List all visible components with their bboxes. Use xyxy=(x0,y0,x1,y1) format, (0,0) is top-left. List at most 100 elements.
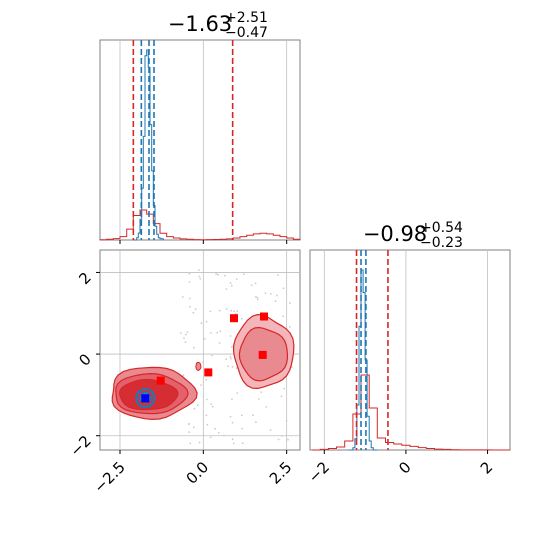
joint-scatter-point xyxy=(188,423,190,426)
right-hist-title-sub: −0.23 xyxy=(420,235,463,251)
joint-frame xyxy=(99,249,301,451)
joint-x-tick-label: 0.0 xyxy=(183,458,213,488)
joint-scatter-point xyxy=(189,442,192,445)
joint-red-marker xyxy=(204,368,213,377)
joint-scatter-point xyxy=(183,337,185,339)
joint-scatter-point xyxy=(277,274,279,276)
right-hist-frame xyxy=(309,249,511,451)
joint-scatter-point xyxy=(255,421,257,424)
joint-scatter-point xyxy=(206,423,209,426)
joint-scatter-point xyxy=(188,281,191,283)
joint-scatter-point xyxy=(236,310,239,312)
joint-scatter-point xyxy=(241,427,244,430)
joint-scatter-point xyxy=(230,357,232,360)
joint-scatter-point xyxy=(205,414,208,417)
joint-scatter-point xyxy=(216,331,219,334)
joint-scatter-point xyxy=(193,346,195,349)
joint-red-marker xyxy=(258,350,267,359)
right-hist-x-tick-label: 0 xyxy=(395,458,414,477)
joint-scatter-point xyxy=(240,317,243,320)
top-hist-red-series xyxy=(99,209,301,241)
joint-scatter-point xyxy=(205,379,208,381)
top-hist-title-sup: +2.51 xyxy=(225,10,268,26)
joint-scatter-point xyxy=(227,365,230,368)
joint-scatter-point xyxy=(231,365,234,368)
right-hist-red-series xyxy=(312,374,510,451)
joint-scatter-point xyxy=(225,288,228,290)
joint-scatter-point xyxy=(265,406,268,408)
top-hist-title-sub: −0.47 xyxy=(225,25,268,41)
joint-scatter-point xyxy=(289,302,291,304)
joint-scatter-point xyxy=(285,419,288,422)
joint-scatter-point xyxy=(235,278,238,280)
right-hist-x-tick-label: −2 xyxy=(305,458,333,486)
joint-red-marker xyxy=(260,312,268,321)
joint-scatter-point xyxy=(250,284,253,286)
joint-scatter-point xyxy=(229,282,232,285)
joint-scatter-point xyxy=(230,284,233,287)
joint-scatter-point xyxy=(291,366,293,368)
right-hist-title-value: −0.98 xyxy=(363,222,427,246)
joint-scatter-point xyxy=(282,315,284,318)
top-hist-frame xyxy=(99,39,301,241)
joint-scatter-point xyxy=(194,308,197,311)
joint-scatter-point xyxy=(179,332,182,334)
joint-scatter-point xyxy=(225,308,228,310)
joint-scatter-point xyxy=(225,358,228,361)
joint-scatter-point xyxy=(188,297,191,300)
joint-scatter-point xyxy=(230,346,233,348)
joint-scatter-point xyxy=(224,274,226,277)
joint-y-tick-label: 0 xyxy=(75,350,94,369)
joint-scatter-point xyxy=(236,392,239,394)
joint-scatter-point xyxy=(211,405,214,408)
joint-scatter-point xyxy=(288,326,291,328)
right-hist-title-sup: +0.54 xyxy=(420,220,463,236)
joint-blue-marker xyxy=(141,394,150,403)
joint-scatter-point xyxy=(254,282,257,285)
joint-scatter-point xyxy=(218,309,221,312)
joint-scatter-point xyxy=(205,398,208,401)
joint-x-tick-label: 2.5 xyxy=(266,458,296,488)
joint-scatter-point xyxy=(269,429,272,431)
joint-scatter-point xyxy=(209,310,212,313)
joint-scatter-point xyxy=(205,320,208,323)
joint-scatter-point xyxy=(280,395,283,398)
joint-scatter-point xyxy=(233,310,236,313)
joint-scatter-point xyxy=(276,294,278,297)
joint-scatter-point xyxy=(211,354,214,357)
joint-scatter-point xyxy=(186,331,189,334)
joint-scatter-point xyxy=(217,273,219,276)
joint-scatter-point xyxy=(281,435,283,437)
joint-scatter-point xyxy=(188,431,191,433)
joint-scatter-point xyxy=(230,309,233,312)
joint-scatter-point xyxy=(202,361,204,364)
joint-scatter-point xyxy=(229,335,232,337)
joint-scatter-point xyxy=(196,404,199,407)
joint-scatter-point xyxy=(256,298,259,301)
joint-scatter-point xyxy=(182,374,185,376)
joint-scatter-point xyxy=(241,442,244,445)
joint-scatter-point xyxy=(231,421,234,424)
joint-y-tick-label: −2 xyxy=(66,432,94,460)
joint-y-tick-label: 2 xyxy=(75,269,94,288)
joint-scatter-point xyxy=(185,333,187,336)
joint-scatter-point xyxy=(219,330,222,333)
joint-scatter-point xyxy=(254,296,257,298)
joint-scatter-point xyxy=(264,292,267,294)
joint-scatter-point xyxy=(229,355,232,358)
right-hist-blue-series xyxy=(348,269,378,451)
joint-scatter-point xyxy=(215,272,218,275)
joint-scatter-point xyxy=(200,384,203,386)
joint-small-contour xyxy=(195,361,202,371)
joint-scatter-point xyxy=(282,287,285,290)
joint-scatter-point xyxy=(274,300,277,303)
joint-scatter-point xyxy=(287,438,289,441)
joint-scatter-point xyxy=(231,438,234,441)
joint-scatter-point xyxy=(199,277,202,280)
joint-scatter-point xyxy=(229,415,232,418)
right-hist-title: −0.98 xyxy=(363,222,427,246)
joint-scatter-point xyxy=(188,272,191,275)
joint-scatter-point xyxy=(217,431,220,434)
joint-scatter-point xyxy=(192,311,195,314)
